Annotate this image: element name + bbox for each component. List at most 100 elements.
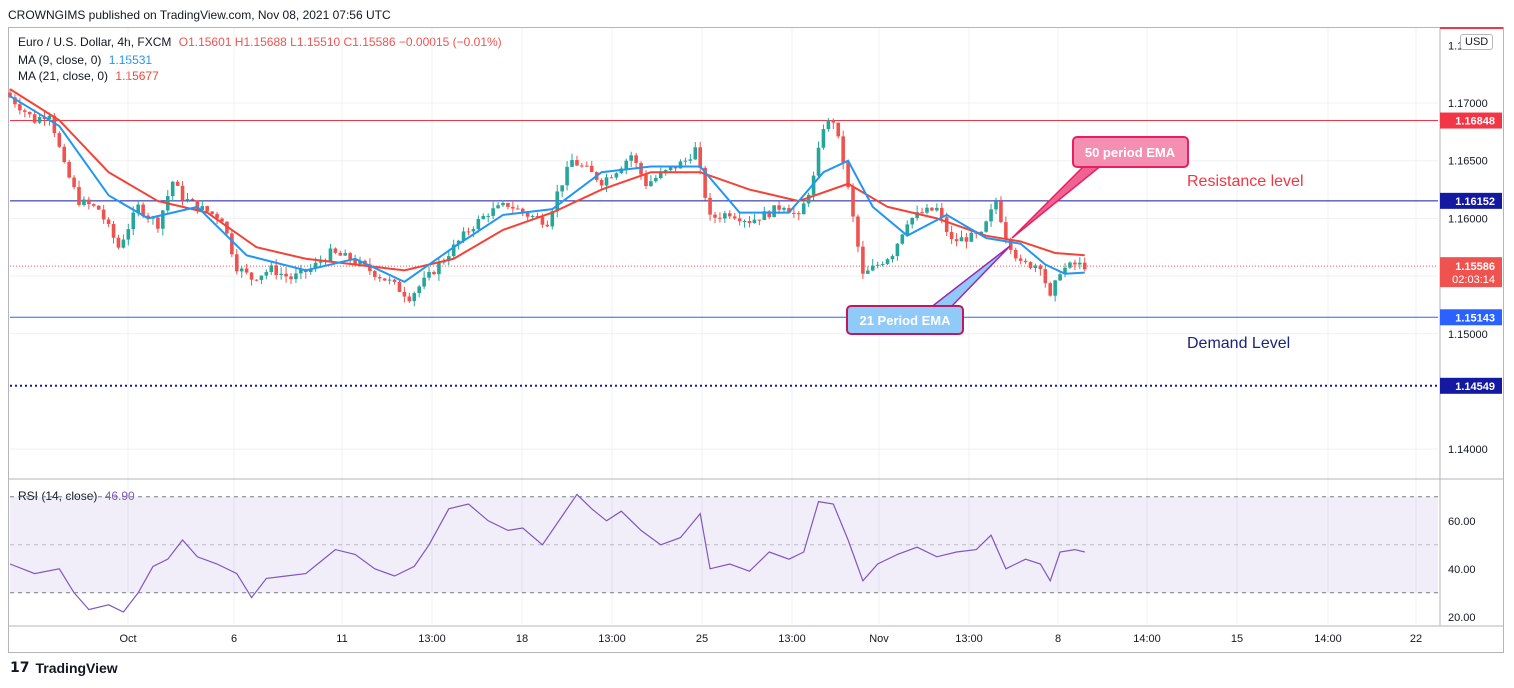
candle-body (875, 264, 880, 266)
candle-body (427, 271, 431, 278)
y-tick-label: 1.15000 (1448, 329, 1488, 341)
candle-body (392, 279, 397, 282)
candle-body (47, 115, 52, 120)
x-tick-label: 13:00 (955, 633, 983, 645)
symbol-legend: Euro / U.S. Dollar, 4h, FXCM O1.15601 H1… (18, 35, 502, 49)
x-tick-label: 14:00 (1314, 633, 1342, 645)
candle-body (757, 219, 762, 221)
candle-body (382, 278, 387, 281)
candle-body (185, 199, 190, 201)
candle-body (279, 273, 283, 275)
ma21-legend[interactable]: MA (21, close, 0) 1.15677 (18, 69, 159, 83)
dotted-price-tag-bg (1440, 377, 1502, 394)
ema50-callout-box (1072, 136, 1189, 168)
candle-body (195, 200, 200, 211)
candle-body (525, 212, 530, 217)
candle-body (486, 215, 491, 217)
candle-body (264, 272, 269, 276)
candle-body (930, 207, 934, 211)
candle-body (688, 159, 693, 161)
x-tick-label: 14:00 (1133, 633, 1161, 645)
candle-body (629, 155, 633, 161)
tradingview-footer: 17 TradingView (10, 660, 118, 676)
candle-body (841, 136, 845, 163)
ma9-legend[interactable]: MA (9, close, 0) 1.15531 (18, 53, 152, 67)
candle-body (944, 217, 949, 233)
candle-body (57, 133, 62, 147)
candle-body (515, 208, 520, 210)
candle-body (156, 217, 160, 229)
rsi-tick-label: 60.00 (1448, 516, 1476, 528)
candle-body (353, 259, 357, 265)
candle-body (782, 208, 786, 210)
rsi-legend[interactable]: RSI (14, close) 46.90 (18, 489, 135, 503)
candle-body (1068, 262, 1072, 268)
candle-body (1082, 262, 1087, 270)
candle-body (146, 215, 150, 219)
candle-body (210, 211, 214, 214)
candle-body (575, 160, 579, 166)
candle-body (831, 120, 836, 123)
y-tick-label: 1.16000 (1448, 213, 1488, 225)
candle-body (1073, 262, 1077, 265)
currency-button[interactable]: USD (1460, 34, 1494, 50)
demand-level-label: Demand Level (1187, 335, 1290, 352)
candle-body (851, 187, 855, 217)
candle-body (274, 265, 279, 275)
candle-body (604, 177, 609, 186)
candle-body (1058, 274, 1062, 281)
ema50-callout-text: 50 period EMA (1085, 145, 1176, 160)
tradingview-logo-icon: 17 (10, 660, 30, 676)
candle-body (846, 162, 850, 188)
candle-body (476, 219, 481, 230)
rsi-tick-label: 20.00 (1448, 612, 1476, 624)
candle-body (703, 167, 707, 198)
candle-body (348, 253, 352, 260)
candle-body (496, 205, 500, 209)
candle-body (624, 160, 629, 169)
candle-body (8, 92, 12, 98)
candle-body (530, 216, 535, 218)
ma9-line (9, 95, 1085, 283)
candle-body (585, 165, 589, 167)
candle-body (471, 229, 476, 232)
candle-body (668, 166, 673, 171)
candle-body (170, 181, 175, 197)
candle-body (570, 160, 574, 167)
ma-lines (9, 88, 1085, 283)
candle-body (141, 204, 145, 216)
candle-body (32, 114, 37, 123)
candle-body (560, 185, 564, 192)
candle-body (1008, 239, 1013, 250)
candle-body (121, 239, 126, 248)
resistance-price-tag: 1.16848 (1455, 116, 1495, 128)
candle-body (205, 206, 209, 212)
candle-body (244, 268, 249, 273)
ema21-callout-box (846, 305, 964, 335)
candle-body (752, 219, 757, 224)
candle-body (511, 206, 515, 209)
candle-body (456, 240, 461, 245)
candle-body (718, 217, 722, 219)
rsi-tick-label: 40.00 (1448, 564, 1476, 576)
candle-body (52, 115, 57, 134)
candle-body (333, 248, 338, 253)
candle-body (180, 185, 185, 201)
candle-body (230, 233, 234, 255)
y-tick-label: 1.17000 (1448, 98, 1488, 110)
x-tick-label: 25 (696, 633, 708, 645)
candle-body (402, 291, 407, 297)
rsi-panel (9, 493, 1438, 613)
candle-body (969, 232, 974, 242)
candle-body (96, 205, 101, 210)
candle-body (989, 209, 993, 222)
candle-body (806, 194, 811, 204)
candle-body (377, 277, 382, 279)
x-tick-label: 6 (231, 633, 237, 645)
ma21-value: 1.15677 (115, 69, 159, 83)
candle-body (491, 208, 495, 216)
candle-body (609, 177, 614, 179)
candle-body (550, 211, 555, 227)
candle-body (890, 256, 895, 260)
